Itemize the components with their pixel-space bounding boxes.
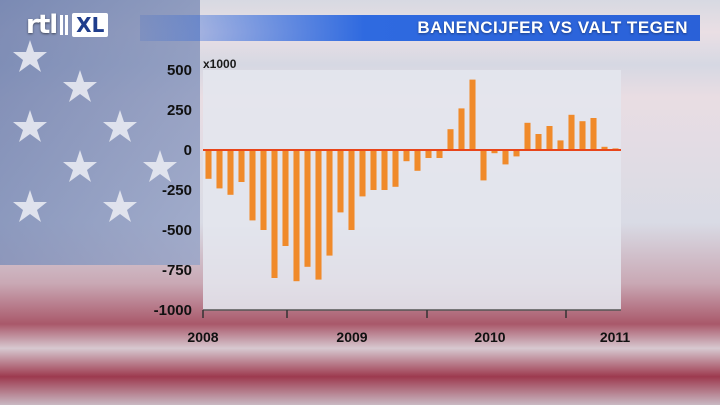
bar [304,150,311,267]
bar [590,118,597,150]
bar [524,122,531,150]
bar [568,114,575,150]
x-tick-label: 2011 [600,329,631,345]
y-tick-label: 0 [184,142,192,159]
bar [326,150,333,256]
bar [238,150,245,182]
bar [546,126,553,150]
bar [392,150,399,187]
bar [579,121,586,150]
bar [227,150,234,195]
bar-series [205,79,619,282]
bar [260,150,267,230]
y-tick-label: 500 [167,62,192,79]
bar [414,150,421,171]
x-tick-label: 2009 [336,329,367,345]
bar [337,150,344,213]
x-tick-label: 2008 [187,329,218,345]
bar [502,150,509,165]
logo-stripe-mark [60,15,69,35]
bar [601,146,608,150]
flag-stars [13,40,177,222]
y-tick-label: -1000 [154,302,192,319]
bar [359,150,366,197]
bar [370,150,377,190]
bar [436,150,443,158]
y-tick-label: -250 [162,182,192,199]
unit-label: x1000 [203,57,237,71]
bar [447,129,454,150]
bar [513,150,520,157]
channel-logo: rtl XL [26,10,109,40]
bar [282,150,289,246]
x-axis-ticks: 2008 2009 2010 2011 [187,310,630,345]
bar [293,150,300,282]
bar [480,150,487,181]
logo-text: rtl [26,10,58,40]
y-tick-label: 250 [167,102,192,119]
bar [458,108,465,150]
y-tick-label: -500 [162,222,192,239]
bar [469,79,476,150]
bar [381,150,388,190]
bar [403,150,410,162]
bar [205,150,212,179]
x-tick-label: 2010 [474,329,505,345]
bar [315,150,322,280]
bar [425,150,432,158]
y-tick-label: -750 [162,262,192,279]
bar [348,150,355,230]
bar [249,150,256,221]
bar [557,140,564,150]
bar [271,150,278,278]
title-bar: BANENCIJFER VS VALT TEGEN [140,15,700,41]
chart-title: BANENCIJFER VS VALT TEGEN [417,18,688,37]
logo-badge: XL [72,13,109,37]
bar [535,134,542,150]
y-axis-ticks: 500 250 0 -250 -500 -750 -1000 [154,62,192,319]
bar [216,150,223,189]
bar [491,150,498,154]
